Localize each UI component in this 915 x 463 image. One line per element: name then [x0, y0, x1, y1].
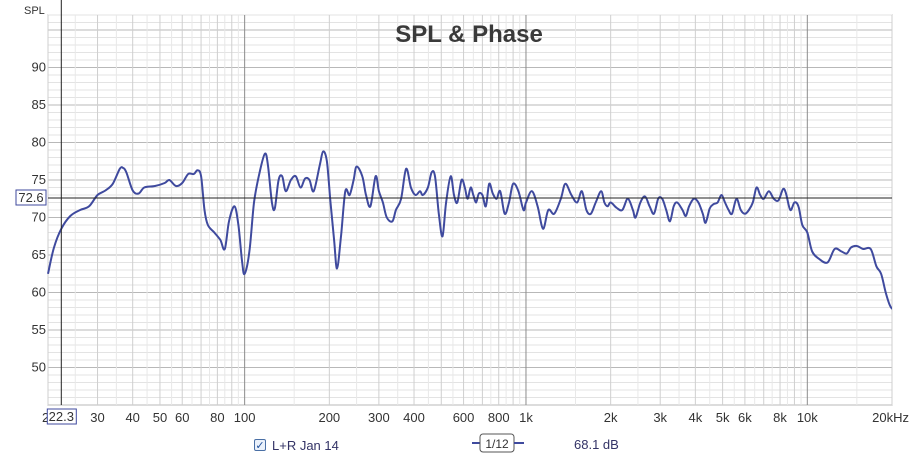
- y-axis-label: SPL: [24, 5, 45, 17]
- y-tick-label: 90: [32, 60, 46, 75]
- x-tick-label: 1k: [519, 410, 533, 425]
- x-tick-label: 80: [210, 410, 224, 425]
- y-tick-label: 85: [32, 97, 46, 112]
- x-tick-label: 5k: [716, 410, 730, 425]
- x-tick-label: 50: [153, 410, 167, 425]
- x-tick-labels: 30 40 50 60 80 100 200 300 400 600 800 1k 2k 3k 4k 5k 6k…: [42, 410, 909, 425]
- x-tick-label: 60: [175, 410, 189, 425]
- y-tick-labels: 50 55 60 65 70 75 80 85 90: [32, 60, 46, 375]
- series-legend-item[interactable]: ✓ L+R Jan 14: [254, 436, 339, 454]
- x-tick-label: 200: [318, 410, 340, 425]
- cursor[interactable]: 72.6 22.3: [15, 0, 892, 425]
- x-tick-label: 6k: [738, 410, 752, 425]
- x-tick-label: 10k: [797, 410, 818, 425]
- cursor-y-readout: 72.6: [18, 190, 43, 205]
- series-line-l-r-jan-14: [47, 150, 892, 310]
- cursor-y-readout-box: [15, 189, 47, 206]
- x-tick-label: 400: [403, 410, 425, 425]
- y-tick-label: 55: [32, 322, 46, 337]
- x-tick-label: 2: [42, 410, 49, 425]
- y-tick-label: 70: [32, 210, 46, 225]
- chart-title: SPL & Phase: [395, 21, 543, 48]
- series-checkbox[interactable]: ✓: [254, 439, 266, 452]
- grid: [47, 14, 893, 406]
- smoothing-control[interactable]: 1/12: [472, 432, 524, 454]
- x-tick-label: 2k: [604, 410, 618, 425]
- x-tick-label: 20kHz: [872, 410, 909, 425]
- y-tick-label: 50: [32, 360, 46, 375]
- series-legend-label: L+R Jan 14: [272, 437, 339, 453]
- x-tick-label: 100: [234, 410, 256, 425]
- x-tick-label: 40: [125, 410, 139, 425]
- x-tick-label: 4k: [688, 410, 702, 425]
- x-tick-label: 300: [368, 410, 390, 425]
- curves: [47, 150, 892, 310]
- x-tick-label: 8k: [773, 410, 787, 425]
- x-tick-label: 800: [488, 410, 510, 425]
- x-tick-label: 3k: [653, 410, 667, 425]
- y-tick-label: 75: [32, 172, 46, 187]
- cursor-x-readout: 22.3: [49, 409, 74, 424]
- y-tick-label: 65: [32, 247, 46, 262]
- spl-readout: 68.1 dB: [574, 437, 619, 452]
- cursor-x-readout-box: [46, 408, 77, 425]
- y-tick-label: 80: [32, 135, 46, 150]
- smoothing-label: 1/12: [485, 437, 509, 451]
- x-tick-label: 600: [453, 410, 475, 425]
- x-tick-label: 30: [90, 410, 104, 425]
- y-tick-label: 60: [32, 285, 46, 300]
